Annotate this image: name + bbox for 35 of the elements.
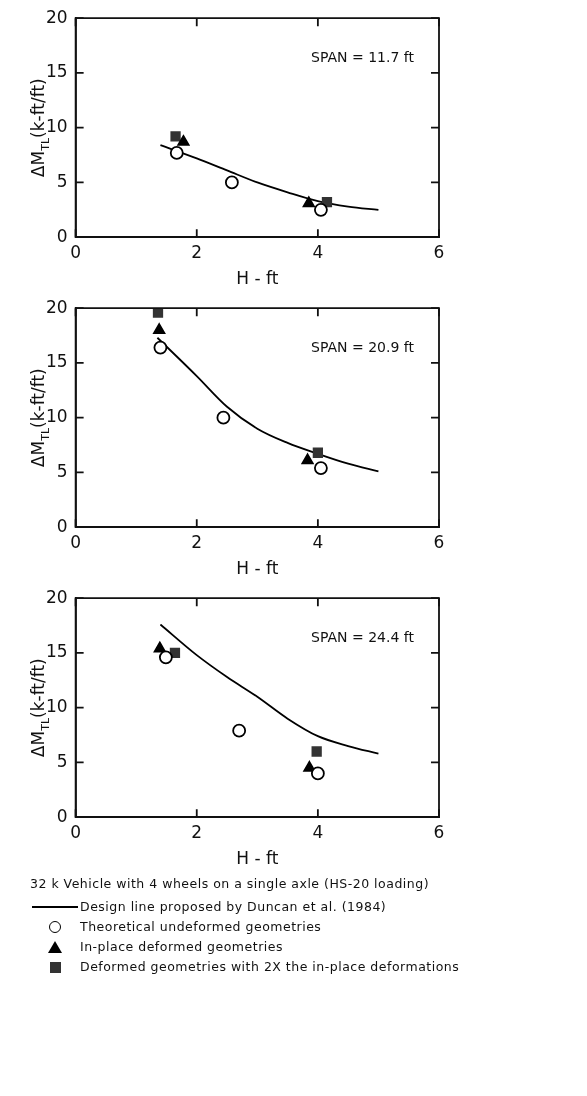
legend-label: Design line proposed by Duncan et al. (1984) <box>80 899 387 914</box>
x-tick-label: 2 <box>191 821 203 842</box>
x-tick-label: 2 <box>191 241 203 262</box>
y-tick-label: 0 <box>56 805 68 826</box>
legend-label: Theoretical undeformed geometries <box>80 919 322 934</box>
x-tick-label: 0 <box>70 241 82 262</box>
x-tick-label: 6 <box>433 821 445 842</box>
y-tick-label: 5 <box>56 750 68 771</box>
x-axis-title: H - ft <box>236 558 279 579</box>
annotation: SPAN = 20.9 ft <box>311 338 415 355</box>
y-tick-label: 15 <box>45 61 68 82</box>
y-tick-label: 20 <box>45 296 68 317</box>
x-axis-title: H - ft <box>236 848 279 869</box>
y-tick-label: 5 <box>56 170 68 191</box>
x-axis-title: H - ft <box>236 268 279 289</box>
annotation: SPAN = 11.7 ft <box>311 48 415 65</box>
x-tick-label: 6 <box>433 531 445 552</box>
y-tick-label: 5 <box>56 460 68 481</box>
x-tick-label: 4 <box>312 531 324 552</box>
y-tick-label: 0 <box>56 225 68 246</box>
y-tick-label: 15 <box>45 351 68 372</box>
y-tick-label: 20 <box>45 6 68 27</box>
x-tick-label: 0 <box>70 531 82 552</box>
x-tick-label: 2 <box>191 531 203 552</box>
x-tick-label: 6 <box>433 241 445 262</box>
legend-label: In-place deformed geometries <box>80 939 283 954</box>
y-tick-label: 20 <box>45 586 68 607</box>
legend-title: 32 k Vehicle with 4 wheels on a single axle (HS-20 loading) <box>30 876 431 891</box>
y-tick-label: 0 <box>56 515 68 536</box>
annotation: SPAN = 24.4 ft <box>311 628 415 645</box>
x-tick-label: 4 <box>312 241 324 262</box>
x-tick-label: 4 <box>312 821 324 842</box>
y-tick-label: 15 <box>45 641 68 662</box>
legend-label: Deformed geometries with 2X the in-place deformations <box>80 959 460 974</box>
x-tick-label: 0 <box>70 821 82 842</box>
